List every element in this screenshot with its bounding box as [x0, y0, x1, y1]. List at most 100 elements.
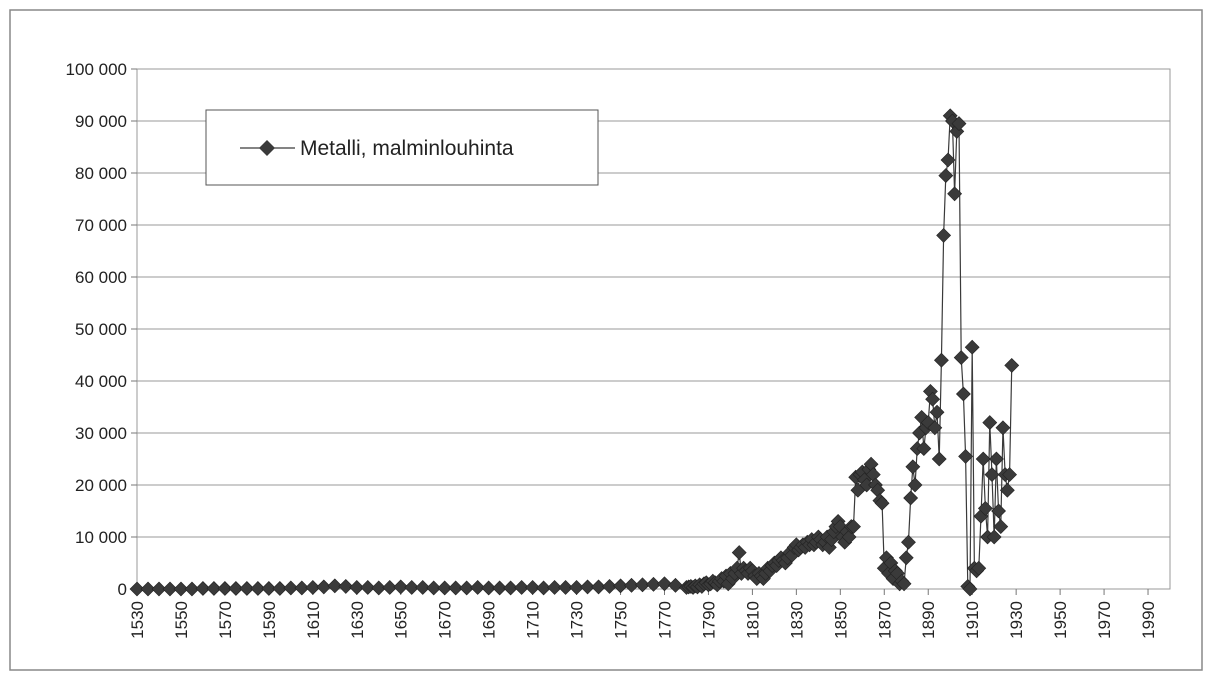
x-tick-label: 1750: [612, 601, 631, 639]
point: [393, 579, 409, 595]
point: [140, 581, 156, 597]
x-tick-label: 1770: [655, 601, 674, 639]
x-tick-label: 1970: [1095, 601, 1114, 639]
point: [305, 580, 321, 595]
point: [184, 581, 200, 597]
y-tick-label: 0: [118, 580, 127, 599]
point: [999, 482, 1015, 498]
x-tick-label: 1650: [392, 601, 411, 639]
point: [481, 580, 497, 596]
point: [514, 580, 530, 595]
y-tick-label: 30 000: [75, 424, 127, 443]
point: [426, 580, 442, 596]
x-tick-label: 1830: [787, 601, 806, 639]
point: [940, 152, 956, 168]
point: [151, 581, 167, 597]
x-tick-label: 1990: [1139, 601, 1158, 639]
point: [668, 577, 683, 593]
point: [964, 339, 980, 355]
x-tick-label: 1890: [919, 601, 938, 639]
point: [986, 529, 1002, 545]
x-tick-label: 1910: [963, 601, 982, 639]
point: [984, 467, 1000, 483]
x-tick-label: 1670: [436, 601, 455, 639]
legend: Metalli, malminlouhinta: [205, 109, 599, 186]
point: [448, 580, 464, 596]
point: [901, 534, 916, 550]
point: [382, 580, 398, 595]
y-tick-label: 70 000: [75, 216, 127, 235]
point: [525, 580, 541, 595]
point: [404, 580, 420, 595]
point: [841, 529, 857, 545]
point: [602, 578, 617, 594]
x-tick-label: 1810: [743, 601, 762, 639]
point: [624, 577, 639, 593]
point: [898, 550, 914, 566]
x-tick-label: 1950: [1051, 601, 1070, 639]
point: [613, 578, 628, 594]
y-tick-label: 60 000: [75, 268, 127, 287]
point: [239, 581, 255, 596]
point: [993, 519, 1009, 535]
point: [492, 580, 508, 596]
point: [982, 415, 998, 431]
point: [206, 581, 222, 596]
x-tick-label: 1710: [524, 601, 543, 639]
point: [250, 581, 266, 596]
point: [437, 580, 453, 596]
point: [327, 578, 343, 594]
point: [162, 581, 178, 597]
point: [316, 579, 332, 595]
point: [217, 581, 233, 596]
frame: [9, 9, 1203, 671]
point: [933, 352, 949, 368]
x-tick-label: 1570: [216, 601, 235, 639]
point: [874, 495, 890, 511]
point: [591, 579, 606, 595]
point: [846, 519, 861, 535]
x-tick-label: 1550: [172, 601, 191, 639]
point: [646, 576, 661, 592]
x-tick-label: 1690: [480, 601, 499, 639]
point: [470, 580, 486, 595]
point: [938, 168, 954, 184]
point: [371, 580, 387, 596]
point: [947, 186, 963, 202]
x-tick-label: 1870: [875, 601, 894, 639]
point: [927, 420, 943, 436]
point: [459, 580, 475, 596]
point: [415, 580, 431, 595]
point: [731, 545, 747, 561]
point: [931, 451, 947, 467]
point: [547, 580, 563, 595]
x-tick-label: 1590: [260, 601, 279, 639]
x-tick-label: 1930: [1007, 601, 1026, 639]
point: [657, 576, 672, 592]
point: [821, 539, 837, 555]
point: [635, 577, 650, 593]
y-tick-label: 90 000: [75, 112, 127, 131]
x-tick-label: 1630: [348, 601, 367, 639]
point: [503, 580, 519, 596]
point: [294, 580, 310, 596]
point: [977, 500, 993, 516]
point: [958, 448, 974, 464]
point: [975, 451, 991, 467]
point: [349, 580, 365, 595]
point: [360, 580, 376, 595]
point: [338, 578, 354, 594]
point: [129, 581, 145, 597]
y-tick-label: 100 000: [66, 60, 127, 79]
point: [971, 560, 987, 576]
point: [173, 581, 189, 597]
point: [936, 227, 952, 243]
point: [228, 581, 244, 596]
point: [195, 581, 211, 596]
x-tick-label: 1850: [831, 601, 850, 639]
y-tick-label: 10 000: [75, 528, 127, 547]
point: [283, 580, 299, 596]
x-tick-label: 1530: [128, 601, 147, 639]
x-tick-label: 1790: [699, 601, 718, 639]
